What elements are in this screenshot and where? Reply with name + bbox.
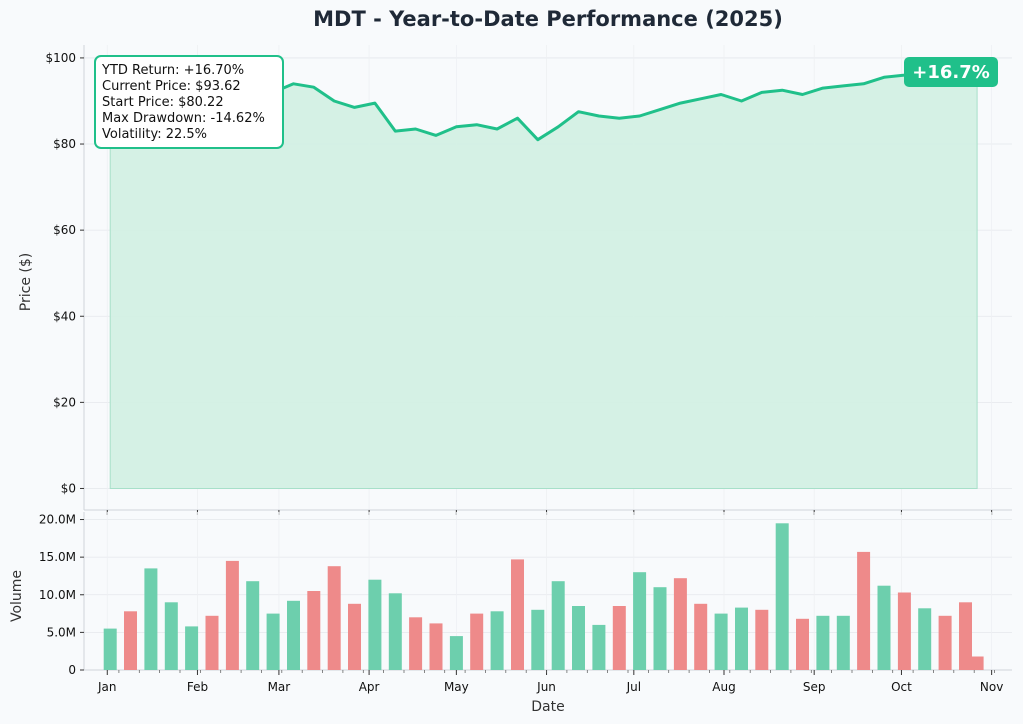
price-y-tick-label: $0 (61, 481, 76, 495)
volume-bar (836, 615, 850, 670)
volume-bar (388, 593, 402, 670)
volume-bar (694, 603, 708, 670)
stats-box: YTD Return: +16.70% Current Price: $93.6… (94, 55, 284, 149)
volume-bar (205, 615, 219, 670)
price-y-ticks: $0 $20 $40 $60 $80 $100 (45, 51, 84, 495)
volume-bar (735, 607, 748, 670)
volume-x-tick-label: Oct (891, 680, 912, 694)
volume-bar (877, 585, 891, 670)
volume-bar (775, 523, 789, 670)
volume-bar (572, 606, 585, 670)
volume-axes (83, 512, 1012, 671)
volume-bar (592, 624, 606, 670)
return-badge-label: +16.7% (912, 62, 990, 83)
volume-y-tick-label: 5.0M (47, 625, 76, 639)
volume-x-tick-label: May (444, 680, 469, 694)
volume-bar (327, 566, 341, 670)
volume-x-tick-label: Jul (626, 680, 641, 694)
stats-box-frame (94, 55, 284, 149)
return-badge-frame (904, 57, 998, 87)
volume-x-tick-label: Aug (712, 680, 735, 694)
volume-bar (164, 602, 178, 670)
stats-volatility: Volatility: 22.5% (102, 127, 207, 142)
volume-bar (103, 628, 117, 670)
volume-bar (938, 615, 952, 670)
stats-current-price: Current Price: $93.62 (102, 79, 241, 94)
stats-ytd-return: YTD Return: +16.70% (101, 63, 244, 78)
volume-bar (185, 626, 199, 670)
volume-x-tick-label: Mar (268, 680, 291, 694)
volume-bar (307, 591, 321, 670)
volume-bar (246, 581, 260, 670)
volume-x-tick-label: Sep (803, 680, 826, 694)
volume-bar (511, 559, 524, 670)
volume-x-ticks: Jan Feb Mar Apr May Jun Jul Aug Sep Oct Nov (97, 670, 1003, 694)
volume-grid (84, 512, 1012, 671)
price-y-axis-label: Price ($) (18, 253, 34, 311)
volume-bar (449, 636, 463, 670)
volume-bar (409, 617, 423, 670)
volume-bar (490, 611, 504, 670)
volume-y-tick-label: 10.0M (39, 588, 76, 602)
volume-bar (796, 618, 809, 670)
volume-bar (857, 551, 871, 670)
volume-bar (266, 613, 280, 670)
volume-bar (653, 587, 667, 670)
volume-bar (714, 613, 728, 670)
volume-x-tick-label: Nov (980, 680, 1003, 694)
return-badge: +16.7% (904, 57, 998, 87)
price-y-tick-label: $60 (53, 223, 76, 237)
volume-y-tick-label: 0 (68, 663, 76, 677)
volume-bar (970, 656, 984, 670)
x-axis-label: Date (531, 699, 564, 715)
price-y-tick-label: $20 (53, 395, 76, 409)
volume-bar (816, 615, 830, 670)
volume-bar (959, 602, 972, 670)
volume-bar (124, 611, 137, 670)
volume-bar (429, 623, 443, 670)
volume-y-ticks: 0 5.0M 10.0M 15.0M 20.0M (39, 513, 84, 677)
volume-bar (612, 606, 626, 670)
volume-bars (103, 523, 984, 670)
volume-x-tick-label: Apr (359, 680, 380, 694)
stats-max-drawdown: Max Drawdown: -14.62% (102, 111, 265, 126)
volume-y-axis-label: Volume (9, 570, 25, 622)
price-y-tick-label: $100 (45, 51, 76, 65)
volume-bar (897, 592, 911, 670)
volume-bar (470, 613, 484, 670)
volume-y-tick-label: 15.0M (39, 550, 76, 564)
volume-bar (755, 609, 769, 670)
volume-bar (633, 572, 647, 670)
volume-bar (225, 560, 239, 670)
price-y-tick-label: $40 (53, 309, 76, 323)
volume-bar (673, 578, 687, 670)
volume-bar (144, 568, 158, 670)
stats-start-price: Start Price: $80.22 (102, 95, 224, 110)
price-y-tick-label: $80 (53, 137, 76, 151)
volume-bar (348, 603, 361, 670)
volume-x-tick-label: Feb (187, 680, 208, 694)
volume-bar (918, 608, 932, 670)
volume-bar (551, 581, 565, 670)
volume-bar (287, 600, 300, 670)
volume-bar (368, 579, 382, 670)
volume-x-tick-label: Jan (97, 680, 117, 694)
chart-title: MDT - Year-to-Date Performance (2025) (313, 7, 783, 31)
volume-y-tick-label: 20.0M (39, 513, 76, 527)
volume-x-tick-label: Jun (536, 680, 556, 694)
volume-bar (531, 609, 545, 670)
